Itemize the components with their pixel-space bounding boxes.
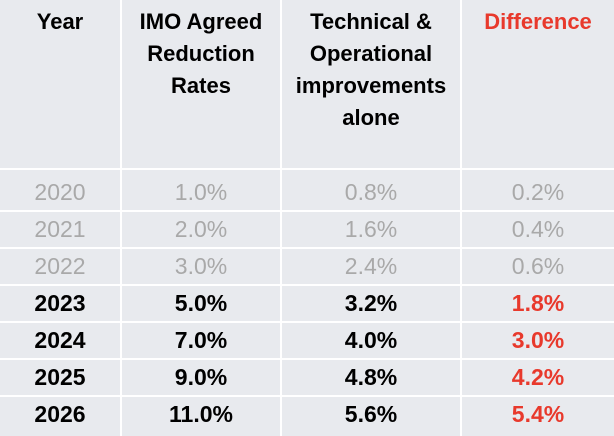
header-imo-line: Rates [171,73,231,98]
cell-year: 2025 [34,364,86,390]
cell-imo-rate: 5.0% [174,290,228,316]
cell-tech-rate: 5.6% [344,401,398,427]
cell-imo-rate: 11.0% [169,401,233,427]
cell-year: 2021 [34,216,86,242]
row-separator [0,284,614,286]
cell-difference: 0.2% [511,179,565,205]
cell-difference: 0.4% [511,216,565,242]
header-tech-line: Technical & [310,9,432,34]
row-separator [0,247,614,249]
cell-difference: 1.8% [511,290,565,316]
header-difference: Difference [462,6,614,38]
cell-tech-rate: 1.6% [344,216,398,242]
row-separator [0,358,614,360]
cell-imo-rate: 7.0% [174,327,228,353]
cell-tech-rate: 4.8% [344,364,398,390]
cell-year: 2022 [34,253,86,279]
cell-tech-rate: 2.4% [344,253,398,279]
cell-imo-rate: 9.0% [174,364,228,390]
cell-year: 2020 [34,179,86,205]
header-technical-operational: Technical & Operational improvements alo… [282,6,460,134]
cell-difference: 4.2% [511,364,565,390]
row-separator [0,210,614,212]
cell-year: 2023 [34,290,86,316]
column-divider [460,0,462,436]
cell-tech-rate: 3.2% [344,290,398,316]
header-year-label: Year [36,9,84,34]
column-divider [280,0,282,436]
cell-difference: 3.0% [511,327,565,353]
cell-tech-rate: 4.0% [344,327,398,353]
cell-tech-rate: 0.8% [344,179,398,205]
column-divider [120,0,122,436]
cell-imo-rate: 2.0% [174,216,228,242]
row-separator [0,321,614,323]
header-imo-line: IMO Agreed [139,9,263,34]
header-year: Year [0,6,120,38]
cell-difference: 0.6% [511,253,565,279]
header-tech-line: alone [342,105,400,130]
cell-year: 2026 [34,401,86,427]
header-tech-line: Operational [309,41,433,66]
header-difference-label: Difference [484,9,592,34]
row-separator [0,395,614,397]
cell-imo-rate: 1.0% [174,179,228,205]
header-imo-line: Reduction [147,41,255,66]
row-separator [0,168,614,170]
header-imo-rates: IMO Agreed Reduction Rates [122,6,280,102]
cell-difference: 5.4% [511,401,565,427]
cell-imo-rate: 3.0% [174,253,228,279]
cell-year: 2024 [34,327,86,353]
header-tech-line: improvements [295,73,447,98]
